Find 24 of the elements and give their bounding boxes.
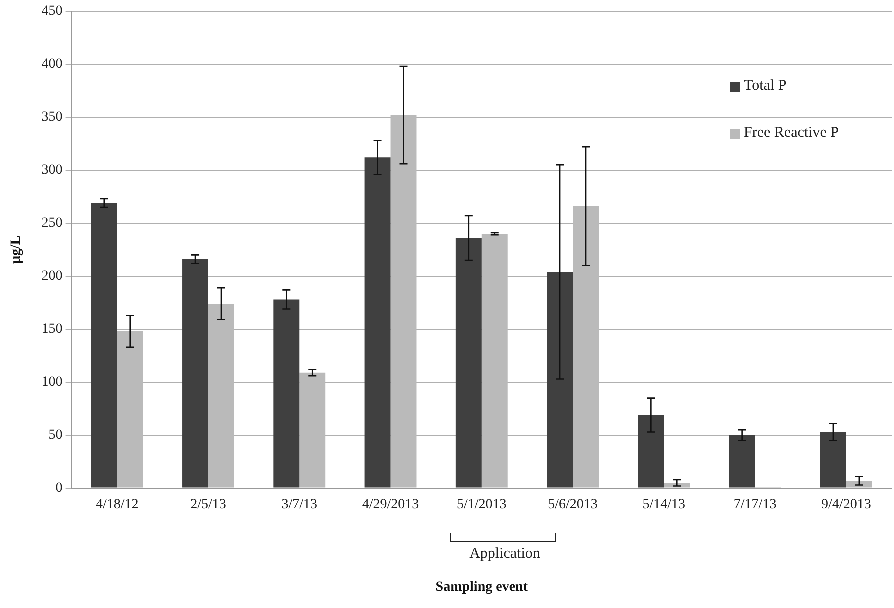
x-tick-label: 3/7/13: [282, 497, 318, 512]
y-tick-label: 200: [42, 269, 63, 284]
y-tick-label: 150: [42, 322, 63, 338]
x-tick-label: 2/5/13: [190, 497, 226, 512]
y-tick-label: 50: [48, 428, 63, 444]
x-tick-label: 5/6/2013: [548, 497, 598, 512]
legend-label: Total P: [744, 78, 787, 95]
y-tick-label: 300: [42, 163, 63, 178]
x-axis-title: Sampling event: [436, 580, 528, 596]
y-tick-label: 100: [42, 375, 63, 390]
y-tick-label: 0: [56, 481, 63, 496]
x-tick-label: 7/17/13: [734, 497, 777, 512]
x-tick-label: 4/29/2013: [362, 497, 420, 512]
y-axis-title: µg/L: [9, 236, 24, 264]
x-tick-label: 5/14/13: [642, 497, 686, 512]
legend-label: Free Reactive P: [744, 125, 839, 142]
text: Application: [468, 546, 542, 563]
x-tick-label: 4/18/12: [96, 497, 139, 512]
x-tick-label: 5/1/2013: [457, 497, 507, 512]
y-tick-label: 400: [42, 57, 63, 72]
y-tick-label: 350: [42, 110, 63, 126]
y-tick-label: 250: [42, 216, 63, 232]
y-tick-label: 450: [42, 4, 63, 20]
x-tick-label: 9/4/2013: [822, 497, 872, 512]
